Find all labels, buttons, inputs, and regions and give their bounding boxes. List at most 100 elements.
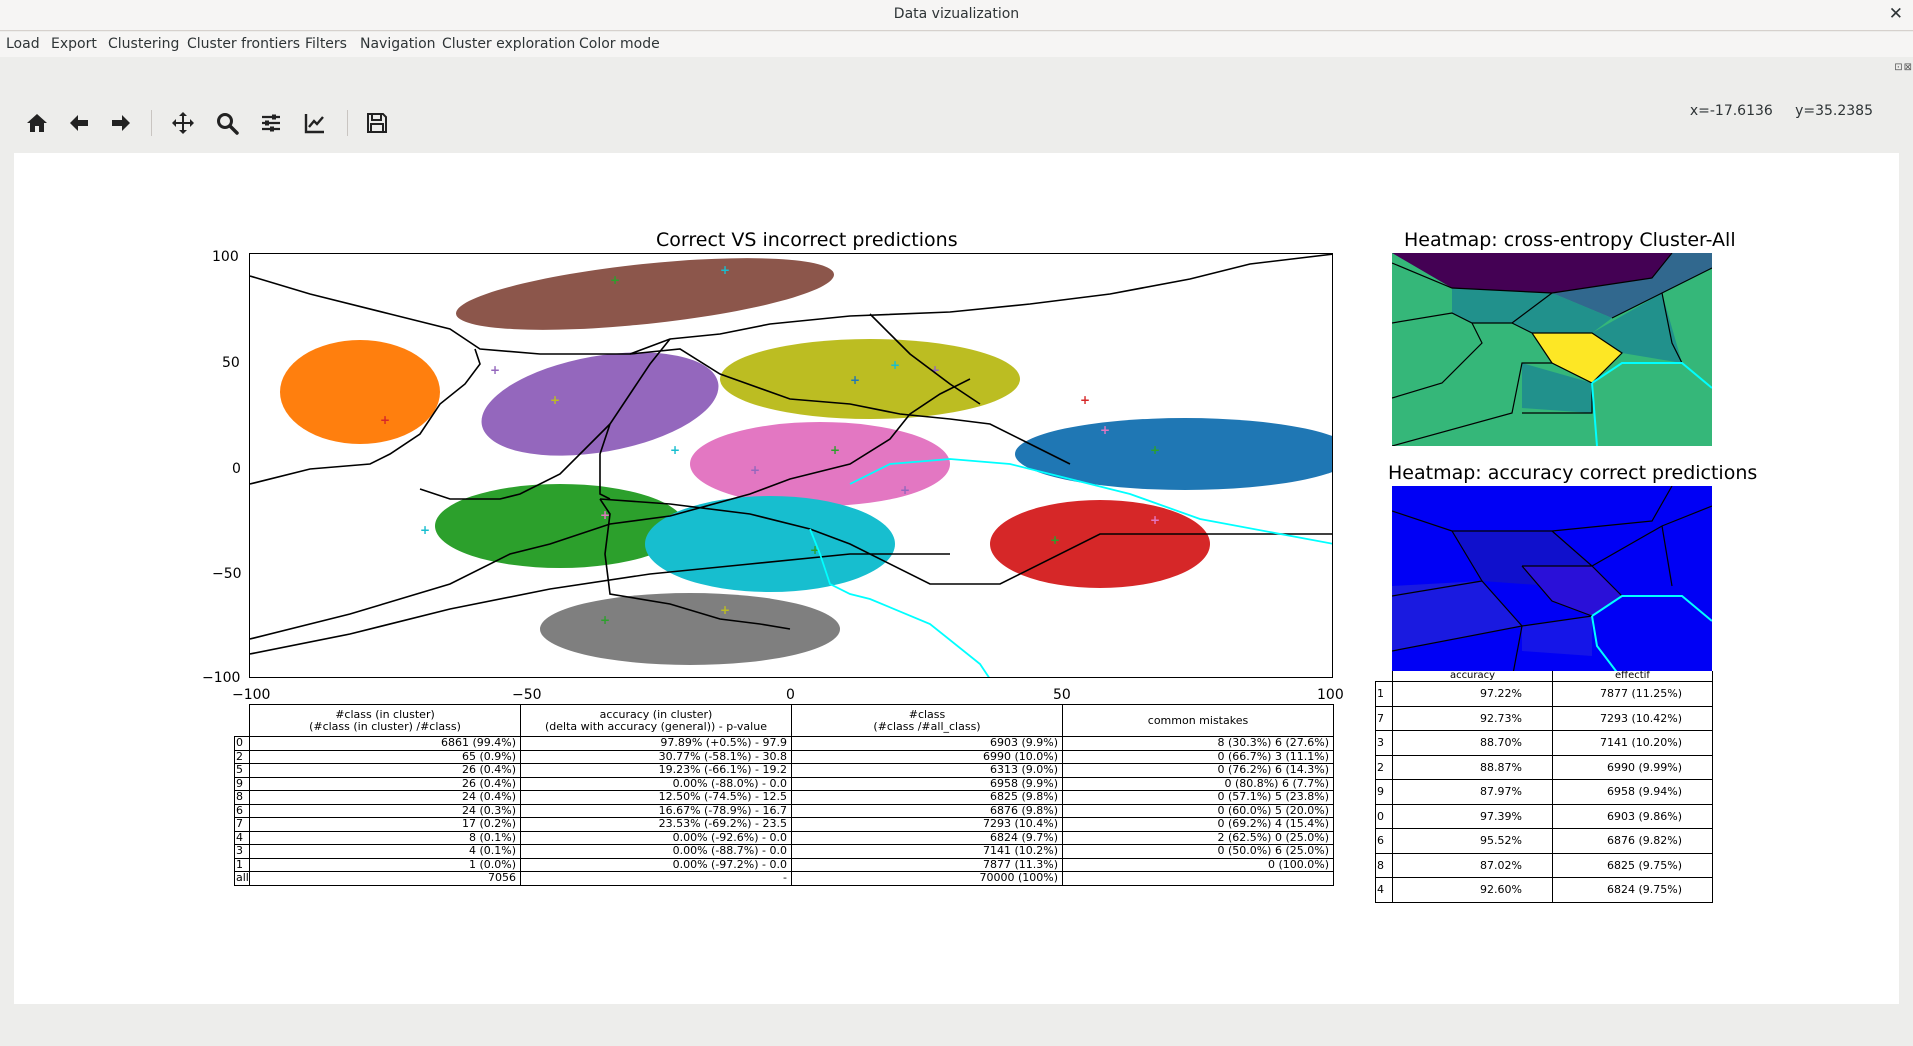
cluster-1-blob	[280, 340, 440, 444]
heatmap-borders	[1392, 486, 1712, 679]
class-cell: 7141 (10.2%)	[791, 844, 1063, 859]
mistakes-cell: 0 (66.7%) 3 (11.1%)	[1062, 749, 1334, 764]
back-button[interactable]	[62, 106, 96, 140]
forward-arrow-icon	[112, 115, 130, 131]
effectif-cell: 6876 (9.82%)	[1552, 828, 1713, 854]
save-button[interactable]	[360, 106, 394, 140]
selected-region-border	[1591, 615, 1623, 679]
accuracy-cell: 88.70%	[1392, 730, 1553, 756]
accuracy-cell: 23.53% (-69.2%) - 23.5	[520, 817, 792, 832]
home-button[interactable]	[20, 106, 54, 140]
accuracy-cell: 95.52%	[1392, 828, 1553, 854]
header-line: #class (in cluster)	[335, 707, 435, 721]
menu-filters[interactable]: Filters	[305, 36, 347, 52]
menu-color-mode[interactable]: Color mode	[579, 36, 660, 52]
header-line: accuracy (in cluster)	[599, 707, 713, 721]
pan-button[interactable]	[166, 106, 200, 140]
menu-cluster-exploration[interactable]: Cluster exploration	[442, 36, 576, 52]
menu-export[interactable]: Export	[51, 36, 97, 52]
close-button[interactable]: ✕	[1888, 4, 1903, 24]
class-table-header: accuracy effectif	[1376, 671, 1713, 682]
svg-text:+: +	[1150, 443, 1160, 457]
cluster-7-blob	[540, 593, 840, 665]
accuracy-cell: 88.87%	[1392, 754, 1553, 780]
row-label: 6	[1375, 828, 1393, 854]
heatmap-cross-entropy[interactable]	[1392, 253, 1712, 446]
table-row: 4 92.60% 6824 (9.75%)	[1375, 877, 1713, 903]
figure-canvas[interactable]: Correct VS incorrect predictions 100 50 …	[14, 153, 1899, 1004]
y-tick-label: 50	[222, 355, 240, 371]
forward-button[interactable]	[104, 106, 138, 140]
y-tick-label: −100	[202, 670, 241, 686]
row-label: 4	[1375, 877, 1393, 903]
class-cell: 6876 (9.8%)	[791, 803, 1063, 818]
y-tick-label: 100	[212, 249, 239, 265]
corner-cell	[1376, 671, 1393, 682]
cursor-y: y=35.2385	[1795, 103, 1873, 119]
heatmap-cell	[1522, 566, 1622, 616]
heatmap-accuracy[interactable]	[1392, 486, 1712, 679]
edit-axis-button[interactable]	[298, 106, 332, 140]
mistakes-cell: 0 (100.0%)	[1062, 857, 1334, 872]
svg-text:+: +	[490, 363, 500, 377]
svg-text:+: +	[1100, 423, 1110, 437]
toolbar-separator	[151, 110, 152, 136]
menu-navigation[interactable]: Navigation	[360, 36, 436, 52]
menu-load[interactable]: Load	[6, 36, 40, 52]
menu-cluster-frontiers[interactable]: Cluster frontiers	[187, 36, 300, 52]
accuracy-cell: 12.50% (-74.5%) - 12.5	[520, 790, 792, 805]
effectif-cell: 7293 (10.42%)	[1552, 705, 1713, 731]
accuracy-cell: 97.22%	[1392, 681, 1553, 707]
class-cell: 7293 (10.4%)	[791, 817, 1063, 832]
y-tick-label: 0	[232, 461, 241, 477]
header-line: (#class /#all_class)	[873, 719, 981, 733]
count-cell: 26 (0.4%)	[249, 763, 521, 778]
effectif-cell: 6990 (9.99%)	[1552, 754, 1713, 780]
table-row: 8 24 (0.4%) 12.50% (-74.5%) - 12.5 6825 (9.…	[234, 790, 1334, 805]
svg-text:+: +	[420, 523, 430, 537]
svg-text:+: +	[600, 613, 610, 627]
effectif-cell: 6824 (9.75%)	[1552, 877, 1713, 903]
misclassified-points: + + + + + + + + + + + + + + + + + + + + + +	[380, 263, 1160, 627]
count-cell: 24 (0.3%)	[249, 803, 521, 818]
row-label: 9	[234, 776, 250, 791]
row-label: 3	[234, 844, 250, 859]
scatter-plot[interactable]: + + + + + + + + + + + + + + + + + + + + + +	[249, 253, 1333, 678]
y-tick-label: −50	[212, 566, 242, 582]
accuracy-cell: 97.39%	[1392, 803, 1553, 829]
table-row: 0 6861 (99.4%) 97.89% (+0.5%) - 97.9 6903 (…	[234, 736, 1334, 751]
accuracy-cell: 97.89% (+0.5%) - 97.9	[520, 736, 792, 751]
header-cell: effectif	[1552, 671, 1713, 682]
menu-clustering[interactable]: Clustering	[108, 36, 180, 52]
effectif-cell: 6958 (9.94%)	[1552, 779, 1713, 805]
class-cell: 70000 (100%)	[791, 871, 1063, 886]
zoom-button[interactable]	[210, 106, 244, 140]
row-label: 7	[1375, 705, 1393, 731]
cluster-5-blob	[456, 258, 834, 330]
class-cell: 6825 (9.8%)	[791, 790, 1063, 805]
cluster-frontiers	[250, 254, 1332, 655]
row-label: 9	[1375, 779, 1393, 805]
heatmap-cell	[1532, 333, 1622, 383]
mistakes-cell	[1062, 871, 1334, 886]
header-cell: accuracy	[1392, 671, 1553, 682]
home-icon	[27, 114, 47, 132]
accuracy-cell: 0.00% (-97.2%) - 0.0	[520, 857, 792, 872]
heatmap-cell	[1392, 581, 1522, 651]
mistakes-cell: 0 (76.2%) 6 (14.3%)	[1062, 763, 1334, 778]
accuracy-cell: 0.00% (-88.0%) - 0.0	[520, 776, 792, 791]
heatmap-borders	[1392, 253, 1712, 446]
cluster-2-blob	[435, 484, 685, 568]
accuracy-cell: 0.00% (-88.7%) - 0.0	[520, 844, 792, 859]
heatmap-cell	[1522, 616, 1592, 656]
header-cell: #class (#class /#all_class)	[791, 704, 1063, 737]
cluster-table-header: #class (in cluster) (#class (in cluster) …	[235, 704, 1334, 737]
svg-text:+: +	[890, 358, 900, 372]
header-line: (delta with accuracy (general)) - p-valu…	[545, 719, 767, 733]
heatmap-cell	[1512, 293, 1612, 333]
accuracy-cell: -	[520, 871, 792, 886]
subplots-button[interactable]	[254, 106, 288, 140]
dock-float-close-buttons[interactable]: ⊡⊠	[1894, 62, 1913, 73]
